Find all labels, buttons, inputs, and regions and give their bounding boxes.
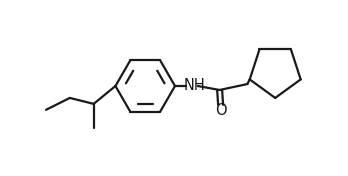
Text: NH: NH — [183, 77, 205, 93]
Text: O: O — [215, 103, 227, 118]
